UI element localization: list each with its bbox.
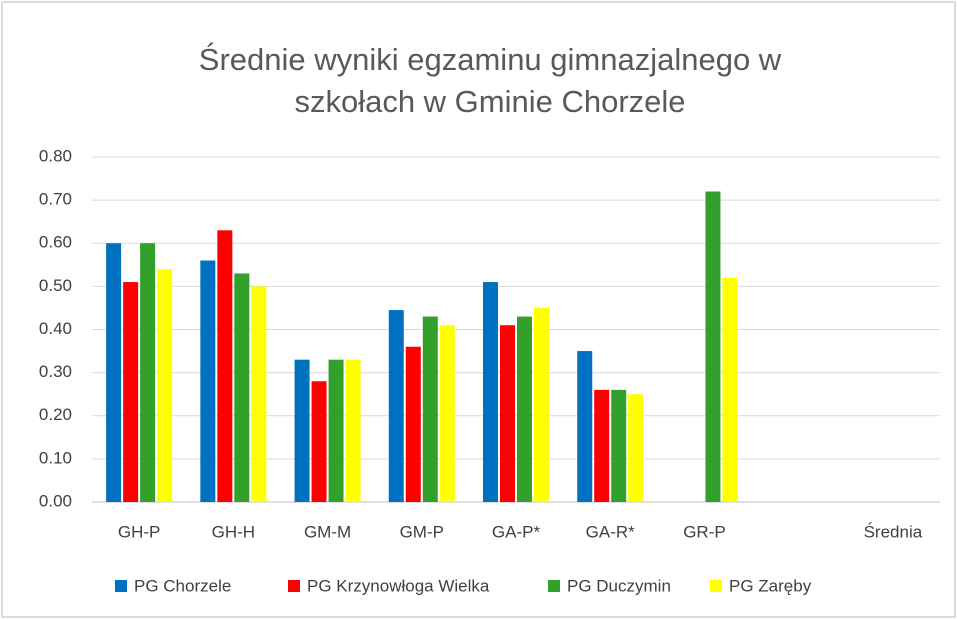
- legend-swatch: [288, 580, 300, 592]
- x-tick-label: GM-P: [400, 522, 444, 541]
- x-tick-label: GA-P*: [492, 522, 541, 541]
- bar: [422, 316, 438, 502]
- bar: [251, 286, 267, 502]
- bar: [200, 260, 216, 502]
- bar: [234, 273, 250, 502]
- y-tick-label: 0.30: [39, 362, 72, 381]
- bar: [611, 389, 627, 502]
- bar: [500, 325, 515, 502]
- bar: [311, 381, 327, 502]
- bar: [345, 359, 361, 502]
- bar: [439, 325, 455, 502]
- chart-title: Średnie wyniki egzaminu gimnazjalnego w: [199, 41, 782, 77]
- legend-label: PG Krzynowłoga Wielka: [307, 576, 490, 595]
- x-tick-label: GH-P: [118, 522, 161, 541]
- bar: [517, 316, 532, 502]
- bar: [140, 243, 156, 502]
- bar: [594, 389, 610, 502]
- legend-label: PG Duczymin: [567, 576, 671, 595]
- bar: [483, 282, 498, 502]
- bar: [628, 394, 644, 502]
- x-tick-label: GA-R*: [586, 522, 636, 541]
- bar: [123, 282, 139, 502]
- y-tick-label: 0.00: [39, 491, 72, 510]
- legend-label: PG Chorzele: [134, 576, 231, 595]
- y-tick-label: 0.70: [39, 190, 72, 209]
- x-tick-label: GM-M: [304, 522, 351, 541]
- legend-label: PG Zaręby: [729, 576, 812, 595]
- bar: [106, 243, 122, 502]
- bar: [405, 346, 421, 502]
- legend-swatch: [548, 580, 560, 592]
- y-tick-label: 0.50: [39, 276, 72, 295]
- bar: [157, 269, 173, 502]
- bar: [577, 351, 593, 502]
- x-tick-label: GH-H: [212, 522, 255, 541]
- y-tick-label: 0.60: [39, 233, 72, 252]
- bar: [294, 359, 310, 502]
- y-tick-label: 0.10: [39, 448, 72, 467]
- bar: [328, 359, 344, 502]
- bar: [722, 277, 738, 502]
- bar: [534, 307, 549, 502]
- bar: [705, 191, 721, 502]
- bar: [217, 230, 233, 502]
- y-tick-label: 0.20: [39, 405, 72, 424]
- chart-title: szkołach w Gminie Chorzele: [294, 84, 685, 119]
- legend-swatch: [710, 580, 722, 592]
- bar: [388, 310, 404, 502]
- y-tick-label: 0.80: [39, 146, 72, 165]
- y-tick-label: 0.40: [39, 319, 72, 338]
- x-tick-label: GR-P: [683, 522, 726, 541]
- legend-swatch: [115, 580, 127, 592]
- x-tick-label: Średnia: [864, 522, 923, 541]
